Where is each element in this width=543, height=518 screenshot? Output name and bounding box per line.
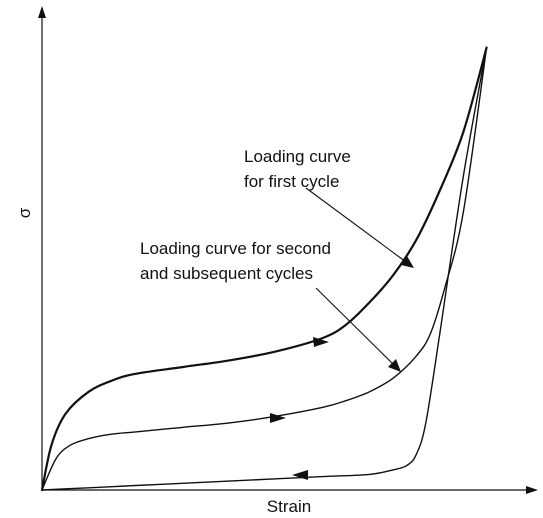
annotation-first-cycle-line1: Loading curve: [244, 147, 351, 166]
series-unloading: [41, 46, 488, 491]
x-axis-label: Strain: [267, 497, 311, 516]
leader-first-cycle-arrow-icon: [401, 256, 414, 268]
leader-first-cycle: [305, 187, 407, 263]
y-axis-arrow-icon: [38, 6, 46, 18]
series-loading-first-cycle: [40, 46, 488, 492]
y-axis-label: σ: [15, 207, 34, 218]
annotation-second-cycle-line2: and subsequent cycles: [140, 264, 313, 283]
annotation-second-cycle-line1: Loading curve for second: [140, 239, 331, 258]
first-cycle-direction-arrow-icon: [313, 337, 329, 347]
unloading-direction-arrow-icon: [292, 470, 308, 480]
leader-second-cycle: [315, 287, 395, 366]
leader-second-cycle-arrow-icon: [388, 359, 401, 372]
second-cycle-direction-arrow-icon: [270, 413, 286, 423]
series-loading-second-cycle: [41, 46, 488, 491]
annotation-first-cycle-line2: for first cycle: [244, 172, 339, 191]
x-axis-arrow-icon: [526, 486, 538, 494]
